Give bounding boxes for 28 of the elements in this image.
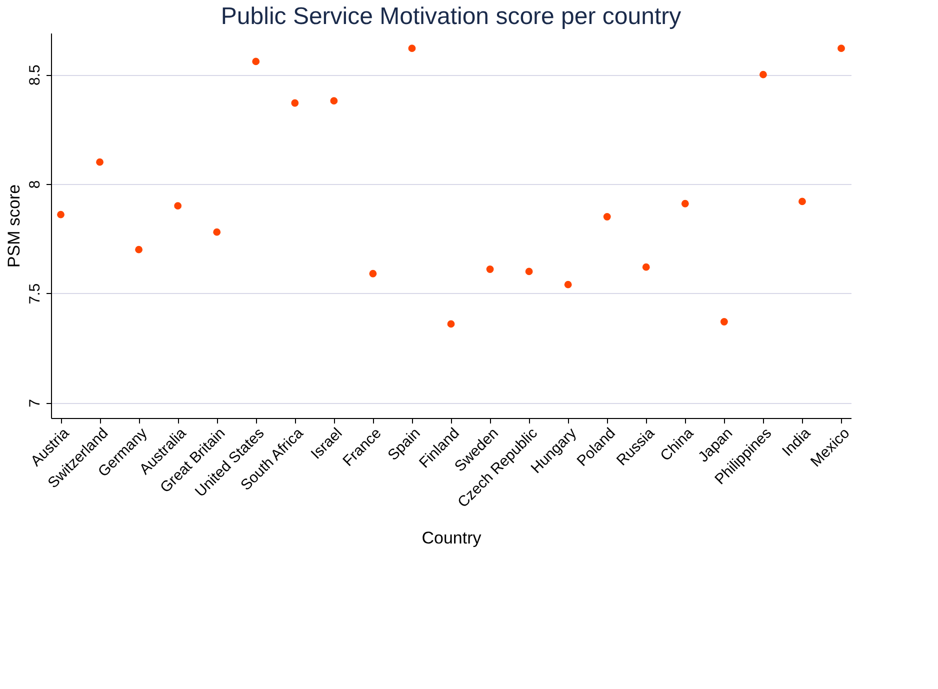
point xyxy=(135,246,143,254)
point xyxy=(96,158,104,166)
point xyxy=(486,266,494,273)
point xyxy=(564,280,572,288)
point xyxy=(291,99,299,107)
point xyxy=(838,44,845,52)
point xyxy=(642,263,650,271)
point xyxy=(252,58,260,66)
point xyxy=(447,320,455,328)
y-tick-label: 8.5 xyxy=(26,64,44,86)
point xyxy=(525,268,533,276)
point xyxy=(759,70,767,78)
x-axis-title: Country xyxy=(422,528,482,548)
point xyxy=(330,97,338,105)
y-axis-title: PSM score xyxy=(4,184,24,268)
chart-title: Public Service Motivation score per country xyxy=(220,3,682,30)
y-tick-label: 7 xyxy=(26,399,44,408)
point xyxy=(369,270,377,278)
point xyxy=(408,44,416,52)
point xyxy=(681,200,689,208)
y-tick-label: 8 xyxy=(26,180,44,189)
point xyxy=(720,318,728,326)
point xyxy=(213,228,221,236)
point xyxy=(798,198,806,206)
point xyxy=(603,213,611,220)
point xyxy=(57,210,64,218)
point xyxy=(174,202,182,210)
y-tick-label: 7.5 xyxy=(26,283,44,304)
